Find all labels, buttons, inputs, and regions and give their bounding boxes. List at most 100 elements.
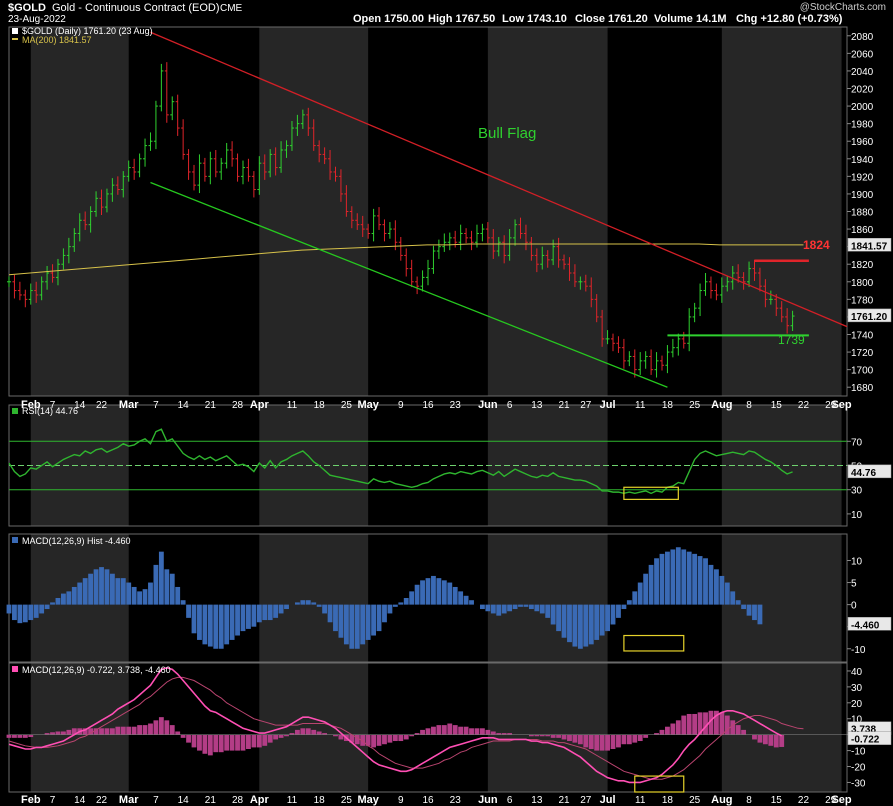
hist-bar xyxy=(365,604,371,640)
macd-hist-bar xyxy=(142,725,148,735)
hist-bar xyxy=(294,602,300,605)
x-tick-label: 25 xyxy=(689,400,701,411)
hist-bar xyxy=(518,604,523,607)
hist-bar xyxy=(327,604,333,623)
macd-hist-bar xyxy=(180,734,186,738)
hist-bar xyxy=(115,578,121,605)
x-tick-label: 6 xyxy=(507,400,513,411)
macd-hist-bar xyxy=(235,734,240,751)
hist-bar xyxy=(616,604,621,618)
x-tick-label: 18 xyxy=(662,400,674,411)
hist-bar xyxy=(213,604,219,649)
ohlc-close: Close 1761.20 xyxy=(575,13,648,25)
hist-bar xyxy=(414,584,420,605)
hist-bar xyxy=(164,569,170,605)
hist-value-tag: -4.460 xyxy=(851,620,880,631)
hist-highlight-box xyxy=(623,634,685,652)
hist-bar xyxy=(6,604,12,614)
x-tick-label: May xyxy=(357,399,379,411)
hist-bar xyxy=(392,604,398,607)
x-tick-label: 22 xyxy=(798,795,810,806)
macd-hist-bar xyxy=(213,734,219,753)
month-band xyxy=(30,663,129,792)
macd-hist-bar xyxy=(768,734,774,746)
y-tick-label: 2020 xyxy=(851,85,874,96)
macd-hist-bar xyxy=(605,734,610,751)
x-tick-label: May xyxy=(357,794,379,806)
hist-bar xyxy=(539,604,545,614)
x-tick-label: 13 xyxy=(531,400,543,411)
x-tick-label: 9 xyxy=(398,795,404,806)
x-tick-label: 27 xyxy=(580,795,592,806)
macd-hist-bar xyxy=(496,733,502,735)
macd-hist-bar xyxy=(643,734,649,738)
macd-hist-bar xyxy=(164,720,170,735)
hist-bar xyxy=(692,553,698,605)
macd-hist-bar xyxy=(588,734,594,749)
hist-bar xyxy=(708,564,714,605)
macd-hist-bar xyxy=(278,734,284,738)
macd-hist-bar xyxy=(44,733,50,735)
hist-bar xyxy=(131,586,137,605)
channel-bottom-line xyxy=(150,181,668,388)
x-tick-label: 14 xyxy=(74,795,86,806)
hist-bar xyxy=(501,604,507,614)
hist-bar xyxy=(88,573,94,605)
hist-bar xyxy=(599,604,605,636)
y-tick-label: 1680 xyxy=(851,383,874,394)
macd-hist-bar xyxy=(186,734,191,743)
hist-bar xyxy=(60,593,66,605)
hist-bar xyxy=(403,598,409,605)
macd-hist-bar xyxy=(474,728,480,735)
hist-bar xyxy=(675,547,681,605)
macd-hist-bar xyxy=(224,734,230,751)
hist-bar xyxy=(534,604,540,612)
y-tick-label: 1940 xyxy=(851,155,874,166)
hist-bar xyxy=(278,604,284,614)
hist-bar xyxy=(697,556,703,605)
x-tick-label: 14 xyxy=(178,400,190,411)
hist-bar xyxy=(109,573,115,605)
support-label: 1739 xyxy=(778,333,805,347)
macd-hist-bar xyxy=(360,734,366,746)
macd-hist-bar xyxy=(550,734,556,738)
macd-hist-bar xyxy=(289,733,295,735)
hist-bar xyxy=(224,604,230,645)
macd-hist-bar xyxy=(556,734,562,738)
hist-bar xyxy=(300,600,306,605)
hist-legend-text: MACD(12,26,9) Hist -4.460 xyxy=(22,536,131,546)
macd-hist-bar xyxy=(267,734,273,743)
macd-hist-bar xyxy=(191,734,197,748)
macd-hist-bar xyxy=(762,734,768,745)
hist-bar xyxy=(202,604,208,645)
x-tick-label: 11 xyxy=(287,795,298,806)
hist-bar xyxy=(577,604,583,649)
macd-hist-bar xyxy=(577,734,583,745)
hist-bar xyxy=(180,600,186,605)
hist-bar xyxy=(71,586,77,605)
macd-hist-bar xyxy=(675,720,681,735)
x-tick-label: 8 xyxy=(746,400,752,411)
hist-bar xyxy=(479,604,485,610)
ma-value-tag: 1841.57 xyxy=(851,241,888,252)
hist-bar xyxy=(82,578,88,605)
macd-line xyxy=(8,666,783,784)
chart-overlay: 1841.57 1761.20 44.76 -4.460 3.738-0.722 xyxy=(150,31,892,793)
y-tick-label: -20 xyxy=(851,763,866,774)
macd-hist-bar xyxy=(436,725,442,735)
price-legend-swatch xyxy=(12,28,18,34)
hist-bar xyxy=(44,604,50,610)
macd-hist-bar xyxy=(71,728,77,735)
ma-value-tag-bg xyxy=(847,238,892,252)
macd-hist-bar xyxy=(22,734,28,738)
y-tick-label: 2000 xyxy=(851,102,874,113)
y-tick-label: 1980 xyxy=(851,120,874,131)
hist-bar xyxy=(621,604,627,610)
macd-hist-bar xyxy=(724,715,730,735)
macd-hist-bar xyxy=(240,734,246,751)
hist-bar xyxy=(561,604,567,638)
macd-hist-bar xyxy=(539,734,545,737)
hist-bar xyxy=(333,604,338,632)
y-tick-label: 2080 xyxy=(851,32,874,43)
x-tick-label: Aug xyxy=(711,399,732,411)
